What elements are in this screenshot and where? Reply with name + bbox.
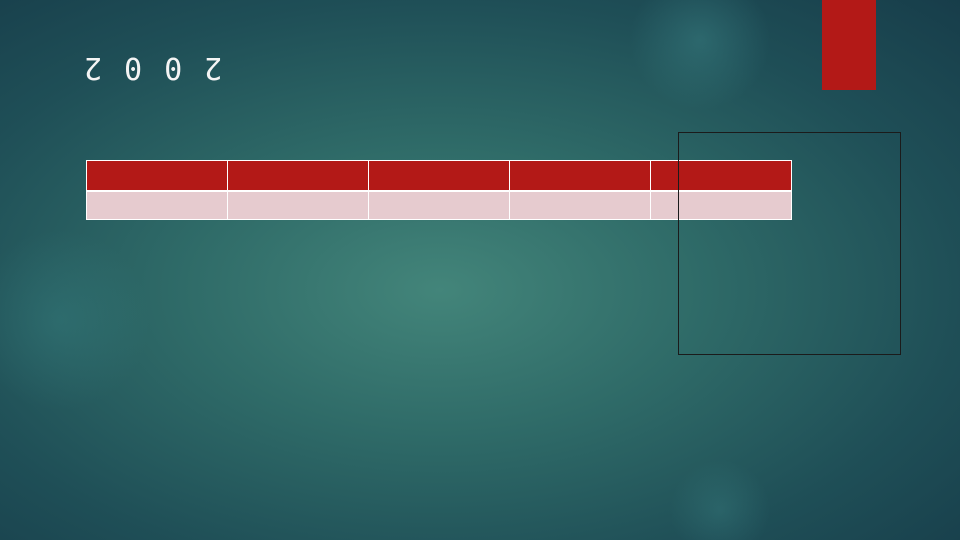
table-header-row	[86, 160, 792, 192]
table-cell	[509, 190, 651, 220]
table-header-cell	[509, 160, 651, 192]
table-row	[86, 190, 792, 220]
table-header-cell	[227, 160, 369, 192]
table-cell	[368, 190, 510, 220]
table-cell	[650, 190, 792, 220]
slide-title-text: 2002	[62, 50, 223, 85]
table-header-cell	[368, 160, 510, 192]
table-cell	[86, 190, 228, 220]
slide-title: 2002	[62, 50, 223, 85]
table-cell	[227, 190, 369, 220]
data-table	[86, 160, 792, 220]
table-header-cell	[86, 160, 228, 192]
accent-bar	[822, 0, 876, 90]
image-placeholder-frame	[678, 132, 901, 355]
table-header-cell	[650, 160, 792, 192]
